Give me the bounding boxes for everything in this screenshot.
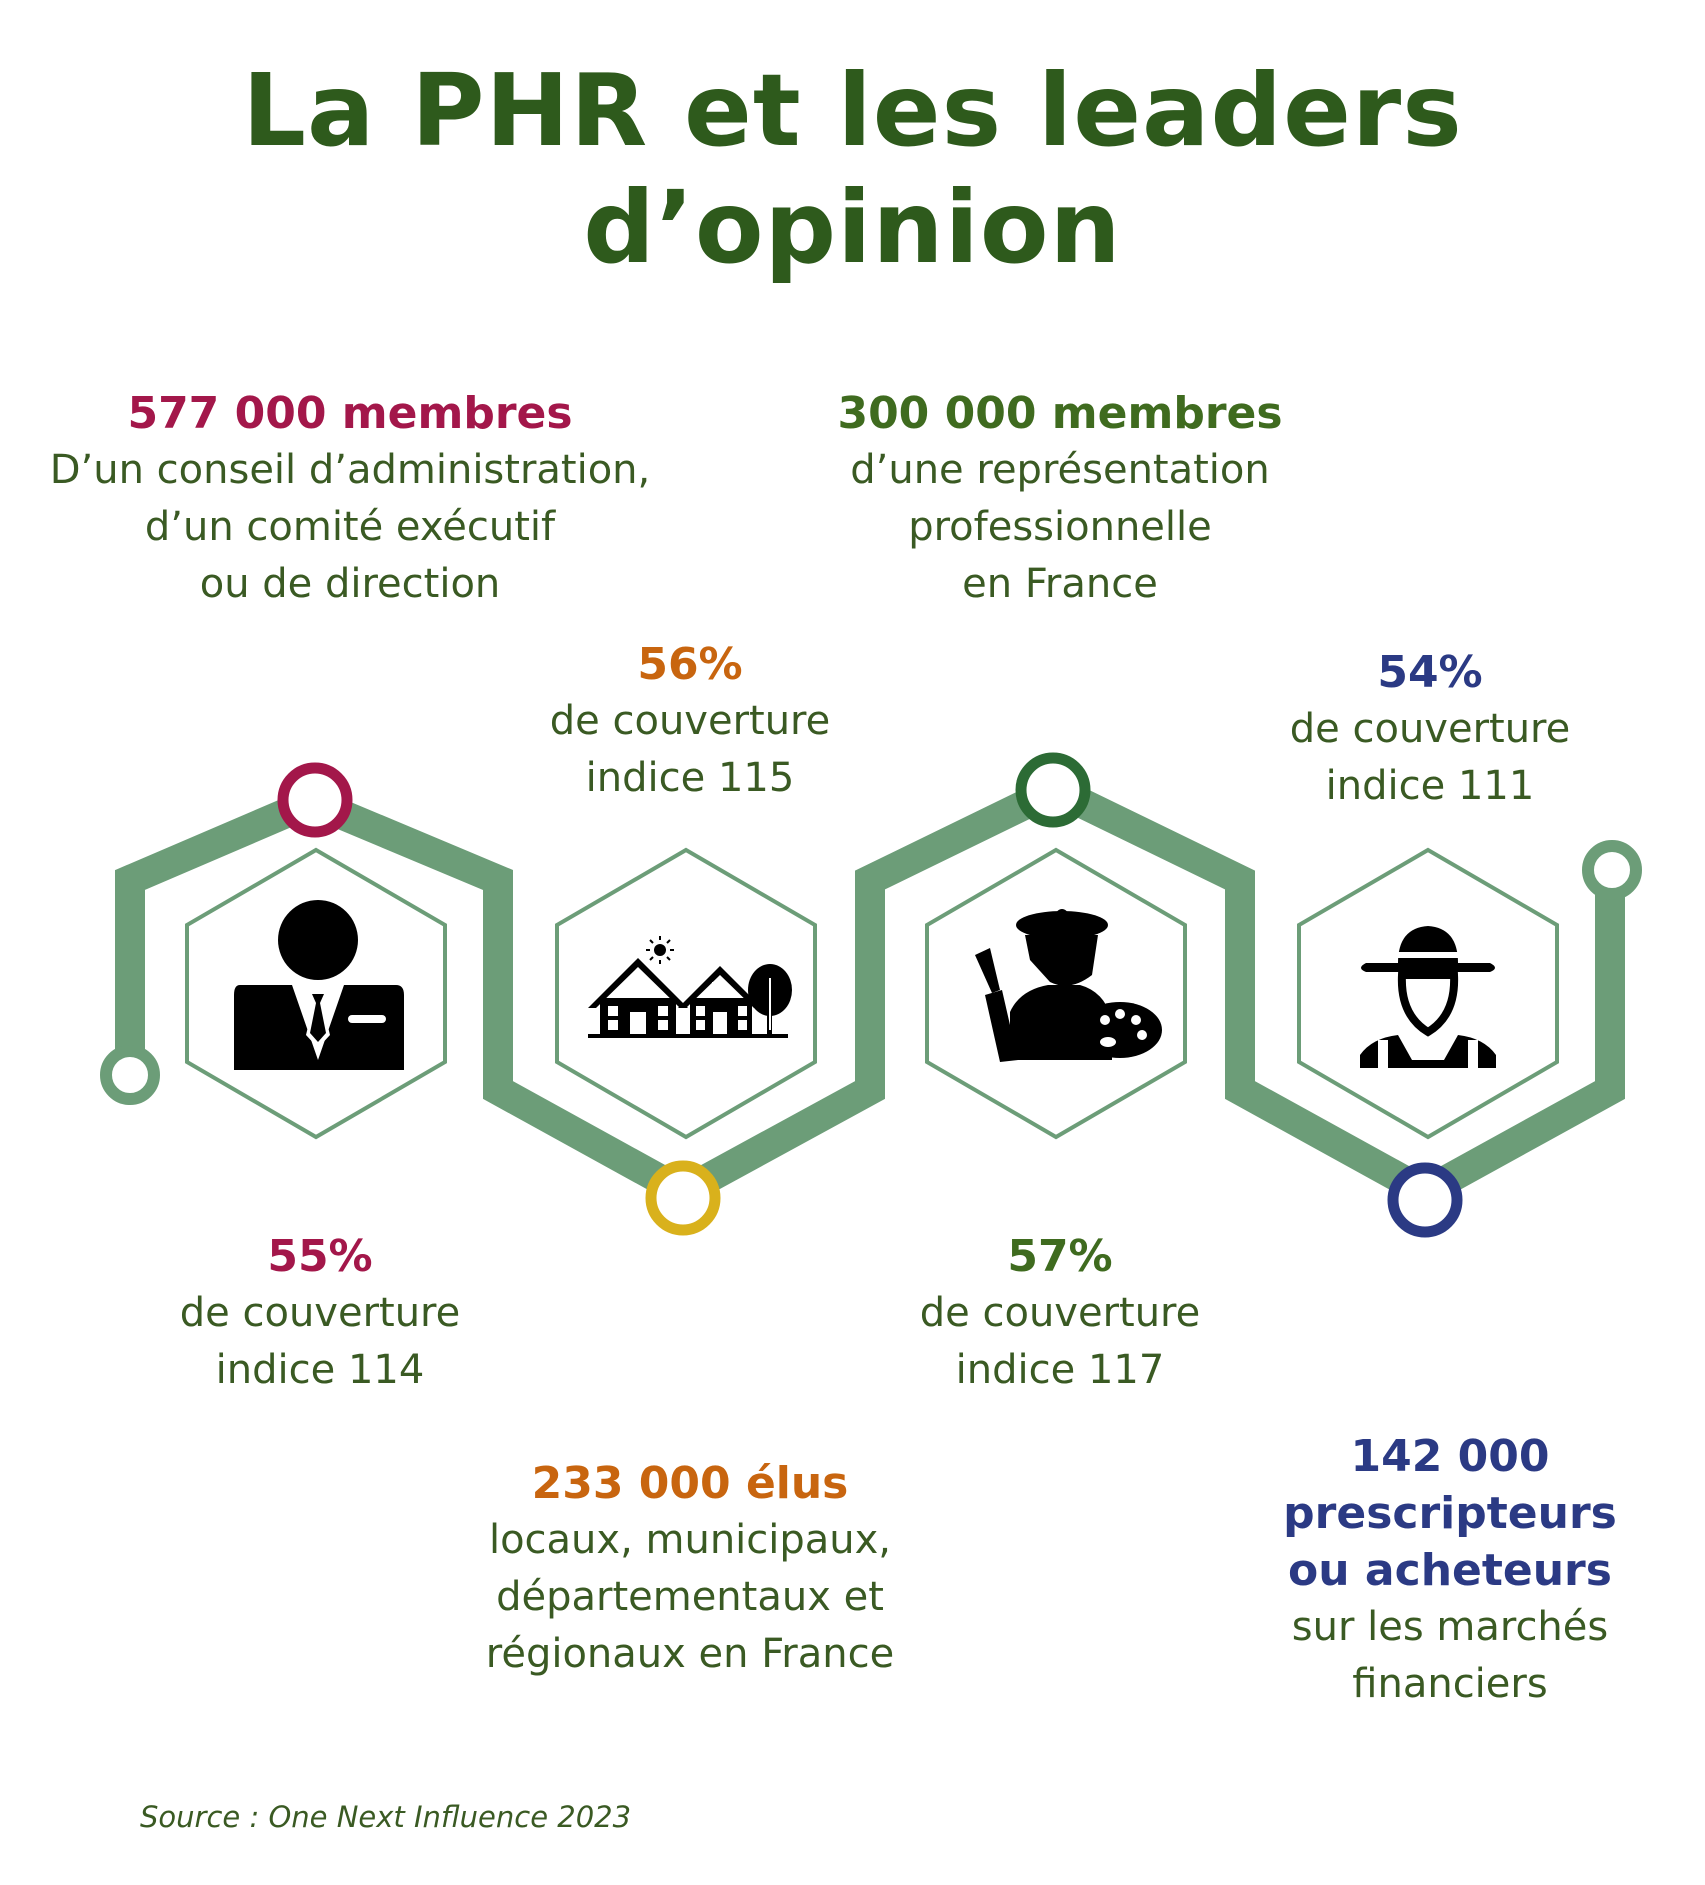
hexagon-frame [1297, 847, 1559, 1140]
stat-line: sur les marchés [1291, 1604, 1609, 1650]
stat-line: d’un comité exécutif [144, 504, 556, 550]
stat-head: ou acheteurs [1288, 1545, 1612, 1596]
coverage-block-elected: 56% de couverture indice 115 [480, 636, 900, 807]
coverage-line: indice 111 [1325, 763, 1535, 809]
coverage-line: indice 117 [955, 1347, 1165, 1393]
stat-line: locaux, municipaux, [488, 1517, 892, 1563]
stat-line: professionnelle [908, 504, 1212, 550]
coverage-block-board: 55% de couverture indice 114 [110, 1228, 530, 1399]
coverage-block-prescribers: 54% de couverture indice 111 [1220, 644, 1640, 815]
ring-green [1015, 752, 1091, 828]
stat-block-professional-members: 300 000 membres d’une représentation pro… [770, 385, 1350, 613]
coverage-line: de couverture [549, 698, 831, 744]
stat-line: financiers [1352, 1661, 1548, 1707]
coverage-percent: 56% [637, 639, 743, 690]
stat-block-board-members: 577 000 membres D’un conseil d’administr… [0, 385, 700, 613]
ring-navy [1387, 1162, 1463, 1238]
coverage-line: de couverture [1289, 706, 1571, 752]
painter-icon [975, 909, 1162, 1062]
stat-head: 300 000 membres [837, 388, 1283, 439]
houses-icon [588, 936, 792, 1038]
coverage-line: indice 115 [585, 755, 795, 801]
stat-line: départementaux et [496, 1574, 884, 1620]
stat-head: prescripteurs [1283, 1488, 1617, 1539]
stat-line: en France [962, 561, 1158, 607]
ring-gold [645, 1160, 721, 1236]
coverage-block-professional: 57% de couverture indice 117 [850, 1228, 1270, 1399]
page-title: La PHR et les leaders d’opinion [242, 52, 1463, 286]
stat-head: 233 000 élus [531, 1458, 849, 1509]
coverage-line: de couverture [179, 1290, 461, 1336]
stat-block-elected: 233 000 élus locaux, municipaux, départe… [420, 1455, 960, 1683]
hexagon-frame [555, 847, 817, 1140]
stat-head: 577 000 membres [127, 388, 573, 439]
businessman-icon [234, 900, 404, 1070]
coverage-percent: 57% [1007, 1231, 1113, 1282]
source-note: Source : One Next Influence 2023 [140, 1800, 632, 1834]
stat-block-prescribers: 142 000 prescripteurs ou acheteurs sur l… [1240, 1428, 1660, 1713]
coverage-line: indice 114 [215, 1347, 425, 1393]
stat-line: ou de direction [199, 561, 501, 607]
ring-crimson [277, 762, 353, 838]
coverage-percent: 54% [1377, 647, 1483, 698]
stat-head: 142 000 [1350, 1431, 1550, 1482]
stat-line: d’une représentation [850, 447, 1270, 493]
coverage-percent: 55% [267, 1231, 373, 1282]
ring-start [100, 1045, 160, 1105]
stat-line: D’un conseil d’administration, [49, 447, 651, 493]
ring-end [1582, 840, 1642, 900]
coverage-line: de couverture [919, 1290, 1201, 1336]
stat-line: régionaux en France [485, 1631, 895, 1677]
farmer-icon [1360, 926, 1496, 1068]
